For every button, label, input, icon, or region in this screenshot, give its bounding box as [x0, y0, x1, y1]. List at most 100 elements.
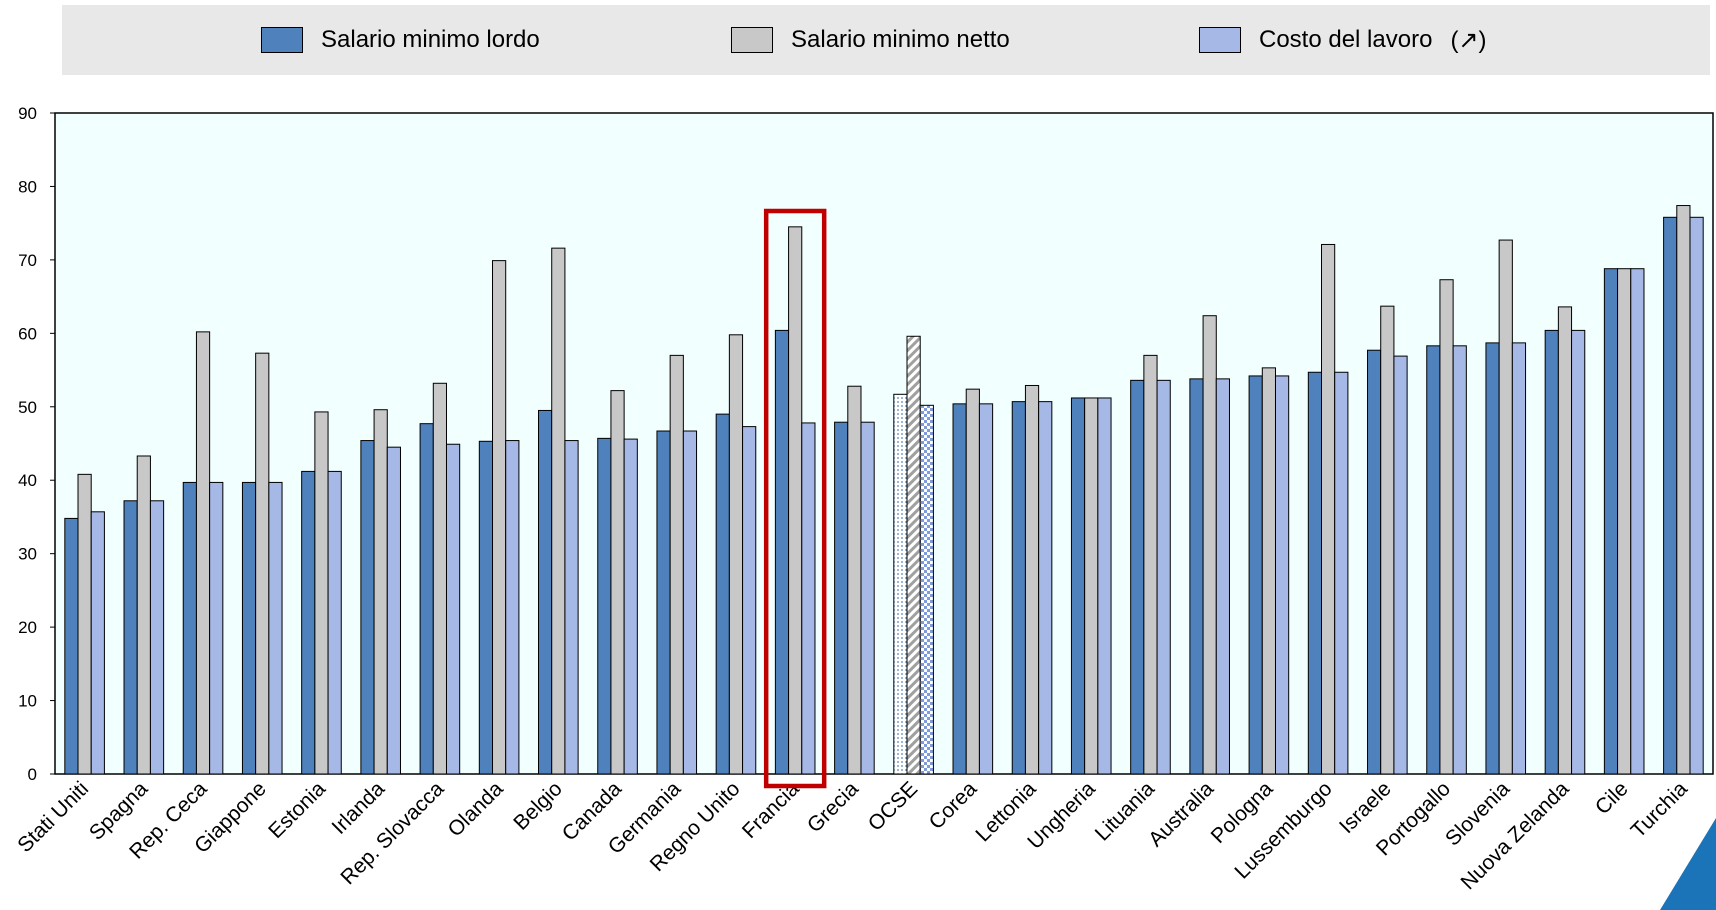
bar-labour-cost	[1097, 397, 1112, 775]
bar-gross	[952, 403, 967, 775]
bar-gross	[834, 421, 849, 775]
bar-labour-cost	[1571, 329, 1586, 775]
bar-gross	[301, 470, 316, 775]
bar-gross	[538, 409, 553, 775]
bar-labour-cost	[1274, 375, 1290, 775]
legend-label-labour-cost: Costo del lavoro	[1259, 26, 1433, 53]
bar-labour-cost	[505, 440, 520, 775]
legend-item-gross: Salario minimo lordo	[261, 26, 540, 54]
bar-gross	[893, 393, 908, 775]
bar-gross	[64, 517, 79, 775]
bar-gross	[1248, 375, 1263, 775]
bar-labour-cost	[1156, 379, 1171, 775]
bar-net	[432, 382, 447, 775]
bar-labour-cost	[860, 421, 875, 775]
bar-net	[1143, 354, 1158, 775]
bar-net	[1380, 305, 1395, 775]
bar-gross	[1485, 342, 1500, 775]
bar-net	[669, 354, 684, 775]
bar-labour-cost	[1215, 378, 1230, 775]
bar-gross	[1663, 216, 1678, 775]
bar-gross	[1011, 401, 1026, 775]
bar-labour-cost	[1452, 345, 1467, 775]
bar-gross	[123, 500, 138, 775]
bar-net	[1676, 205, 1691, 775]
x-category-label: Estonia	[264, 777, 330, 843]
legend-sort-arrow: (↗)	[1450, 26, 1487, 54]
bar-gross	[1189, 378, 1204, 775]
y-tick-label: 50	[18, 398, 37, 417]
bar-net	[136, 455, 151, 775]
bar-gross	[656, 430, 671, 775]
bar-gross	[715, 413, 730, 775]
bar-gross	[478, 440, 494, 775]
bar-net	[1202, 315, 1217, 775]
bar-net	[314, 411, 329, 775]
x-category-label: Turchia	[1627, 777, 1692, 842]
x-category-label: OCSE	[864, 777, 922, 835]
y-tick-label: 0	[28, 765, 37, 784]
bar-gross	[1130, 379, 1145, 775]
bar-labour-cost	[386, 446, 401, 775]
bar-net	[492, 260, 507, 775]
legend-swatch-gross	[261, 27, 303, 53]
bar-net	[965, 388, 980, 775]
bar-labour-cost	[1511, 342, 1527, 775]
bar-labour-cost	[1630, 268, 1645, 775]
bar-labour-cost	[564, 440, 579, 775]
bar-labour-cost	[445, 443, 461, 775]
x-category-label: Nuova Zelanda	[1457, 777, 1574, 894]
bar-labour-cost	[268, 481, 283, 775]
bar-gross	[1426, 345, 1441, 775]
highlight-box	[763, 208, 827, 789]
bar-labour-cost	[682, 430, 698, 775]
bar-labour-cost	[327, 470, 342, 775]
bar-gross	[419, 423, 434, 775]
x-category-label: Rep. Slovacca	[336, 777, 448, 889]
bar-labour-cost	[919, 404, 934, 775]
y-tick-label: 90	[18, 104, 37, 123]
bar-gross	[1307, 371, 1323, 775]
bar-labour-cost	[1038, 401, 1053, 775]
bar-gross	[360, 440, 375, 775]
bar-net	[1261, 367, 1276, 775]
bar-gross	[774, 329, 790, 775]
chart-legend: Salario minimo lordo Salario minimo nett…	[62, 5, 1710, 75]
bar-labour-cost	[1334, 371, 1349, 775]
bar-net	[1439, 279, 1454, 775]
bar-net	[1557, 306, 1573, 775]
legend-swatch-net	[731, 27, 773, 53]
bar-labour-cost	[801, 422, 816, 775]
x-category-label: Belgio	[509, 777, 567, 835]
bar-net	[847, 385, 862, 775]
bar-labour-cost	[209, 481, 224, 775]
bar-labour-cost	[978, 403, 994, 775]
bar-labour-cost	[742, 426, 757, 775]
legend-item-net: Salario minimo netto	[731, 26, 1010, 54]
bar-net	[788, 226, 803, 775]
y-tick-label: 40	[18, 471, 37, 490]
corner-accent	[1660, 818, 1716, 910]
x-category-label: Stati Uniti	[13, 777, 93, 857]
x-category-label: Olanda	[443, 777, 507, 841]
y-tick-label: 70	[18, 251, 37, 270]
y-tick-label: 10	[18, 692, 37, 711]
bar-net	[610, 390, 625, 775]
bar-labour-cost	[149, 500, 165, 775]
bar-gross	[1367, 349, 1382, 775]
bar-net	[255, 352, 270, 775]
x-category-label: Corea	[925, 777, 982, 834]
bar-net	[1498, 239, 1513, 775]
bar-gross	[597, 437, 612, 775]
highlight-group	[763, 208, 1716, 910]
bar-net	[373, 409, 388, 775]
bar-net	[1024, 384, 1040, 775]
bar-net	[728, 334, 744, 775]
x-category-label: Australia	[1144, 777, 1218, 851]
bar-net	[906, 335, 921, 775]
bar-net	[551, 247, 566, 775]
y-axis: 0 10 20 30 40 50 60 70 80 90	[18, 104, 55, 784]
bar-labour-cost	[1393, 355, 1408, 775]
